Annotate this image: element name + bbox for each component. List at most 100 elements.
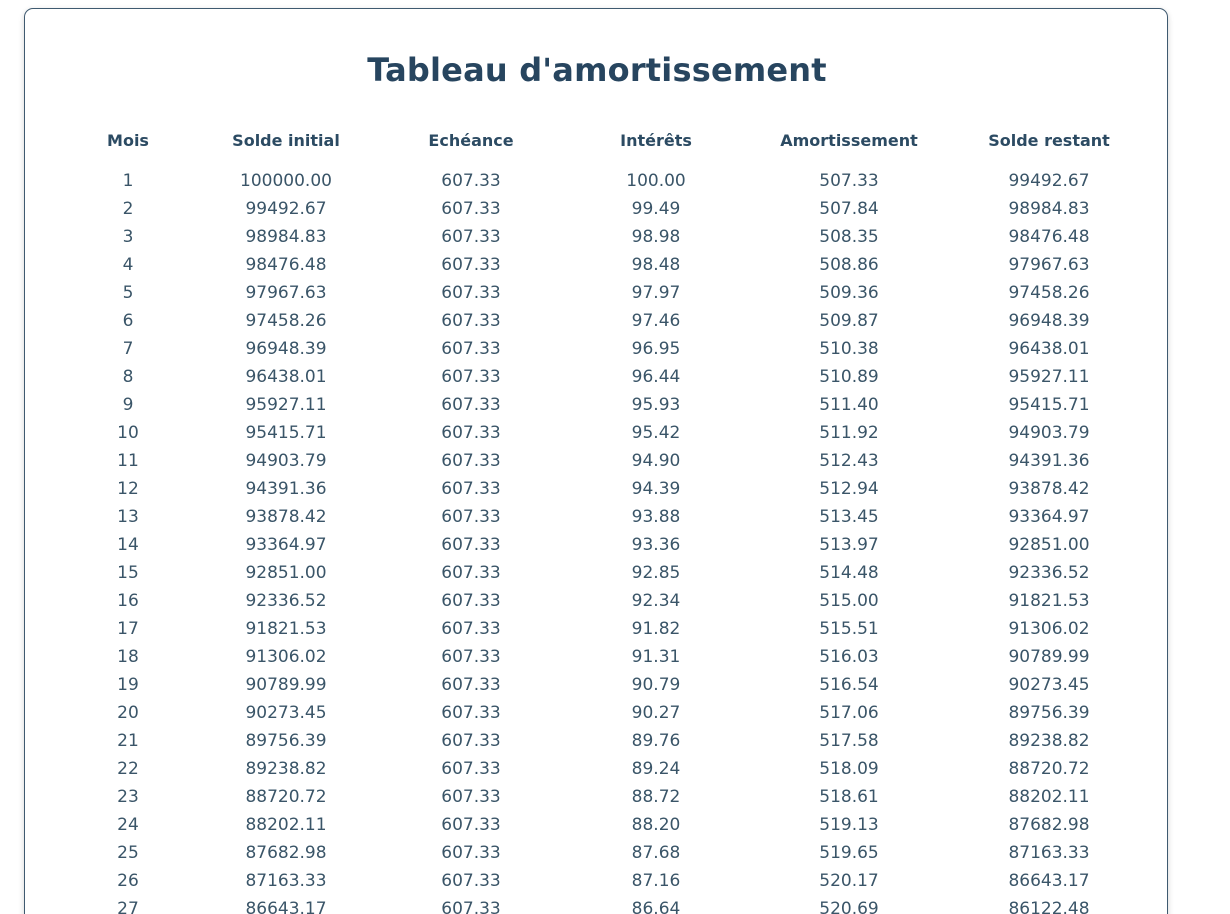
table-row: 19 90789.99 607.33 90.79 516.54 90273.45 — [70, 671, 1156, 699]
page-title: Tableau d'amortissement — [367, 51, 827, 89]
cell-initial-balance: 93364.97 — [245, 535, 327, 555]
cell-principal: 515.00 — [819, 591, 879, 611]
table-row: 7 96948.39 607.33 96.95 510.38 96438.01 — [70, 335, 1156, 363]
cell-interest: 88.72 — [631, 787, 681, 807]
table-row: 21 89756.39 607.33 89.76 517.58 89238.82 — [70, 727, 1156, 755]
table-row: 26 87163.33 607.33 87.16 520.17 86643.17 — [70, 867, 1156, 895]
cell-remaining-balance: 86122.48 — [1008, 899, 1090, 914]
cell-remaining-balance: 90789.99 — [1008, 647, 1090, 667]
cell-month: 21 — [117, 731, 139, 751]
cell-payment: 607.33 — [441, 871, 501, 891]
cell-principal: 516.03 — [819, 647, 879, 667]
cell-month: 26 — [117, 871, 139, 891]
cell-remaining-balance: 97458.26 — [1008, 283, 1090, 303]
cell-principal: 511.40 — [819, 395, 879, 415]
cell-principal: 519.13 — [819, 815, 879, 835]
cell-interest: 100.00 — [626, 171, 686, 191]
cell-interest: 93.88 — [631, 507, 681, 527]
cell-payment: 607.33 — [441, 675, 501, 695]
cell-initial-balance: 92851.00 — [245, 563, 327, 583]
cell-principal: 510.89 — [819, 367, 879, 387]
table-row: 9 95927.11 607.33 95.93 511.40 95415.71 — [70, 391, 1156, 419]
cell-interest: 95.93 — [631, 395, 681, 415]
table-row: 20 90273.45 607.33 90.27 517.06 89756.39 — [70, 699, 1156, 727]
cell-principal: 513.45 — [819, 507, 879, 527]
cell-interest: 92.34 — [631, 591, 681, 611]
table-row: 22 89238.82 607.33 89.24 518.09 88720.72 — [70, 755, 1156, 783]
cell-interest: 92.85 — [631, 563, 681, 583]
cell-payment: 607.33 — [441, 731, 501, 751]
cell-month: 11 — [117, 451, 139, 471]
cell-remaining-balance: 95927.11 — [1008, 367, 1090, 387]
cell-remaining-balance: 92336.52 — [1008, 563, 1090, 583]
cell-initial-balance: 94391.36 — [245, 479, 327, 499]
table-row: 27 86643.17 607.33 86.64 520.69 86122.48 — [70, 895, 1156, 914]
cell-principal: 514.48 — [819, 563, 879, 583]
cell-interest: 91.31 — [631, 647, 681, 667]
cell-month: 2 — [122, 199, 134, 219]
cell-payment: 607.33 — [441, 591, 501, 611]
cell-initial-balance: 90273.45 — [245, 703, 327, 723]
cell-initial-balance: 91821.53 — [245, 619, 327, 639]
table-row: 24 88202.11 607.33 88.20 519.13 87682.98 — [70, 811, 1156, 839]
cell-interest: 89.24 — [631, 759, 681, 779]
cell-remaining-balance: 96438.01 — [1008, 339, 1090, 359]
cell-principal: 519.65 — [819, 843, 879, 863]
cell-remaining-balance: 89238.82 — [1008, 731, 1090, 751]
cell-principal: 509.87 — [819, 311, 879, 331]
cell-interest: 90.27 — [631, 703, 681, 723]
cell-payment: 607.33 — [441, 423, 501, 443]
column-header-interest: Intérêts — [620, 130, 692, 150]
cell-interest: 96.44 — [631, 367, 681, 387]
table-row: 18 91306.02 607.33 91.31 516.03 90789.99 — [70, 643, 1156, 671]
cell-principal: 517.58 — [819, 731, 879, 751]
cell-month: 8 — [122, 367, 134, 387]
cell-principal: 515.51 — [819, 619, 879, 639]
cell-principal: 512.43 — [819, 451, 879, 471]
cell-remaining-balance: 94903.79 — [1008, 423, 1090, 443]
cell-payment: 607.33 — [441, 255, 501, 275]
cell-principal: 520.17 — [819, 871, 879, 891]
cell-remaining-balance: 91821.53 — [1008, 591, 1090, 611]
cell-initial-balance: 91306.02 — [245, 647, 327, 667]
cell-remaining-balance: 87682.98 — [1008, 815, 1090, 835]
cell-principal: 507.33 — [819, 171, 879, 191]
table-row: 8 96438.01 607.33 96.44 510.89 95927.11 — [70, 363, 1156, 391]
table-row: 17 91821.53 607.33 91.82 515.51 91306.02 — [70, 615, 1156, 643]
cell-month: 17 — [117, 619, 139, 639]
cell-month: 10 — [117, 423, 139, 443]
table-row: 6 97458.26 607.33 97.46 509.87 96948.39 — [70, 307, 1156, 335]
cell-remaining-balance: 89756.39 — [1008, 703, 1090, 723]
table-row: 2 99492.67 607.33 99.49 507.84 98984.83 — [70, 195, 1156, 223]
table-header: Mois Solde initial Echéance Intérêts Amo… — [70, 117, 1156, 163]
cell-month: 1 — [122, 171, 134, 191]
cell-month: 4 — [122, 255, 134, 275]
cell-interest: 87.68 — [631, 843, 681, 863]
cell-month: 18 — [117, 647, 139, 667]
cell-month: 3 — [122, 227, 134, 247]
cell-remaining-balance: 91306.02 — [1008, 619, 1090, 639]
table-row: 25 87682.98 607.33 87.68 519.65 87163.33 — [70, 839, 1156, 867]
table-row: 1 100000.00 607.33 100.00 507.33 99492.67 — [70, 163, 1156, 195]
cell-interest: 88.20 — [631, 815, 681, 835]
cell-payment: 607.33 — [441, 311, 501, 331]
cell-payment: 607.33 — [441, 899, 501, 914]
cell-payment: 607.33 — [441, 759, 501, 779]
cell-interest: 87.16 — [631, 871, 681, 891]
cell-principal: 508.86 — [819, 255, 879, 275]
cell-principal: 512.94 — [819, 479, 879, 499]
cell-initial-balance: 90789.99 — [245, 675, 327, 695]
cell-initial-balance: 95415.71 — [245, 423, 327, 443]
cell-payment: 607.33 — [441, 199, 501, 219]
cell-remaining-balance: 99492.67 — [1008, 171, 1090, 191]
cell-initial-balance: 92336.52 — [245, 591, 327, 611]
cell-initial-balance: 95927.11 — [245, 395, 327, 415]
cell-initial-balance: 87163.33 — [245, 871, 327, 891]
table-row: 23 88720.72 607.33 88.72 518.61 88202.11 — [70, 783, 1156, 811]
cell-remaining-balance: 87163.33 — [1008, 843, 1090, 863]
table-row: 14 93364.97 607.33 93.36 513.97 92851.00 — [70, 531, 1156, 559]
cell-month: 22 — [117, 759, 139, 779]
cell-interest: 93.36 — [631, 535, 681, 555]
cell-principal: 511.92 — [819, 423, 879, 443]
cell-initial-balance: 96438.01 — [245, 367, 327, 387]
